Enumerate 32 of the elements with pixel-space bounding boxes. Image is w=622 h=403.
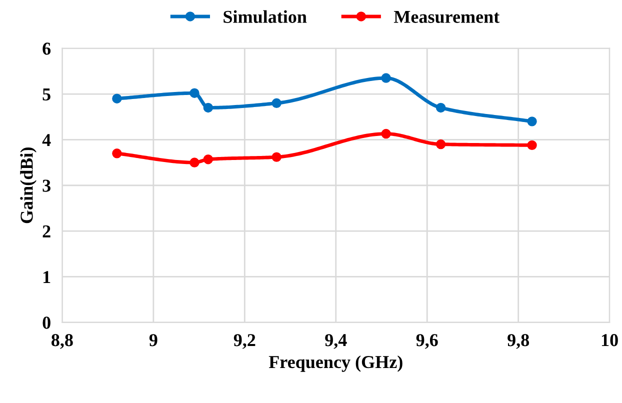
y-tick-label: 2 — [42, 225, 50, 238]
x-tick-label: 9,6 — [416, 334, 438, 349]
x-tick-label: 9,8 — [508, 334, 530, 349]
point — [203, 154, 214, 164]
point — [381, 73, 391, 83]
point — [381, 128, 391, 139]
y-tick-label: 5 — [42, 88, 50, 100]
point — [527, 116, 537, 126]
point — [203, 102, 214, 113]
legend-label: Simulation — [224, 10, 307, 24]
x-tick-label: 10 — [602, 334, 618, 346]
y-tick-label: 6 — [42, 42, 51, 55]
point — [112, 94, 122, 104]
point — [272, 98, 282, 108]
y-axis-title: Gain(dBi) — [20, 148, 37, 224]
x-axis-title: Frequency (GHz) — [268, 355, 402, 372]
point — [190, 88, 200, 98]
x-tick-label: 9,2 — [234, 334, 256, 349]
point — [190, 158, 200, 168]
y-tick-label: 1 — [44, 271, 50, 283]
x-tick-label: 9 — [149, 334, 158, 346]
point — [527, 140, 537, 150]
point — [272, 152, 282, 162]
point — [436, 139, 446, 150]
x-tick-label: 9,4 — [325, 334, 347, 349]
legend-label: Measurement — [394, 10, 500, 24]
y-tick-label: 0 — [42, 316, 50, 329]
y-tick-label: 4 — [42, 134, 51, 146]
point — [436, 102, 446, 113]
point — [112, 148, 122, 158]
x-tick-label: 8,8 — [52, 334, 73, 349]
y-tick-label: 3 — [42, 180, 50, 192]
